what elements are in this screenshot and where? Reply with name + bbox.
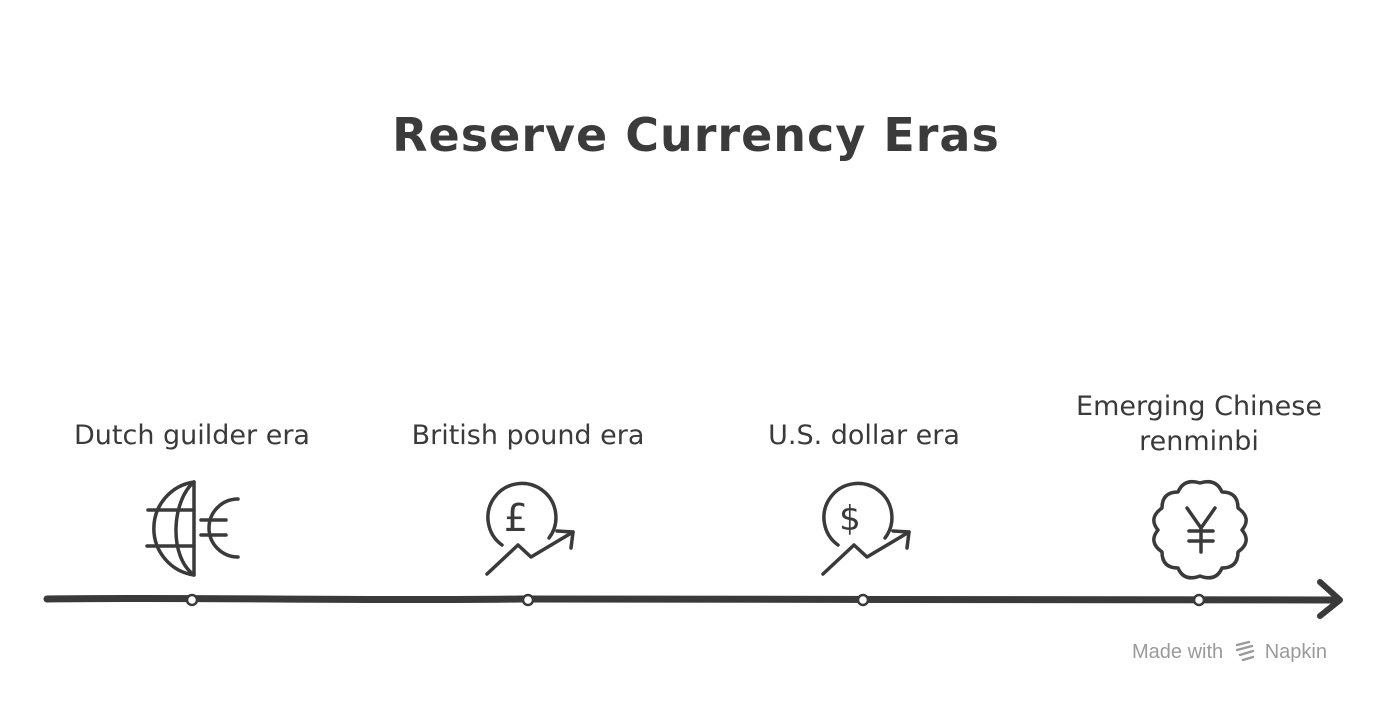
pound-growth-icon (485, 481, 575, 576)
pound-symbol-icon: £ (504, 496, 528, 540)
made-with-text: Made with (1132, 640, 1224, 663)
dollar-growth-icon (821, 481, 911, 576)
era-marker-us (856, 593, 870, 607)
napkin-logo-icon (1235, 640, 1254, 662)
era-label-british-pound: British pound era (411, 420, 645, 451)
era-label-dutch-guilder: Dutch guilder era (74, 420, 310, 451)
globe-euro-icon (145, 480, 240, 577)
dollar-symbol-icon: $ (839, 499, 861, 539)
timeline-arrowhead (1317, 579, 1343, 619)
diagram-title: Reserve Currency Eras (392, 108, 1000, 162)
era-label-chinese-renminbi: Emerging Chinese renminbi (1076, 391, 1322, 457)
timeline-axis (43, 594, 1340, 604)
era-label-us-dollar: U.S. dollar era (768, 420, 960, 451)
era-marker-british (521, 593, 535, 607)
yuan-badge-icon (1152, 479, 1248, 580)
made-with-napkin-footer: Made with Napkin (1132, 640, 1327, 665)
era-marker-china (1192, 593, 1206, 607)
napkin-brand-text: Napkin (1264, 640, 1327, 663)
era-marker-dutch (185, 593, 199, 607)
